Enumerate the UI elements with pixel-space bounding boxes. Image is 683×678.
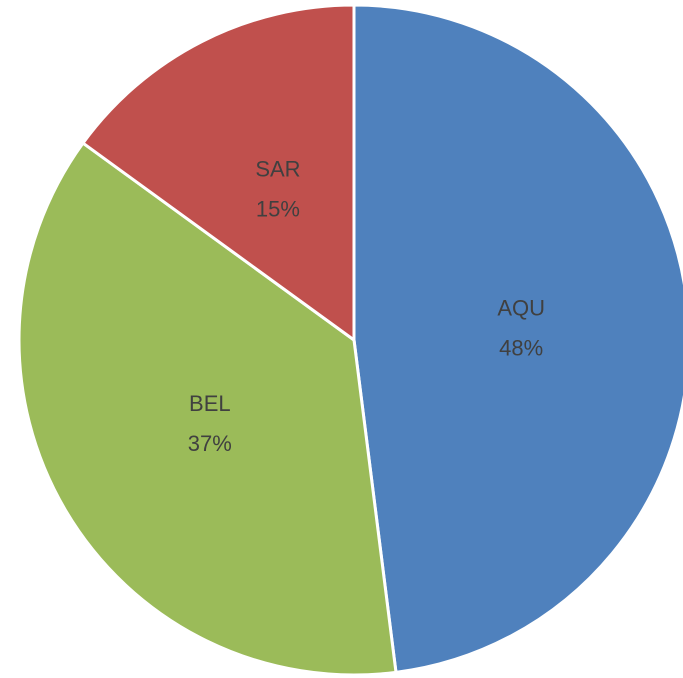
- slice-category-label: AQU: [497, 295, 545, 320]
- slice-value-label: 48%: [499, 335, 543, 360]
- pie-slice: [352, 3, 683, 674]
- slice-value-label: 15%: [256, 197, 300, 222]
- slice-category-label: SAR: [255, 157, 300, 182]
- pie-slice: [81, 3, 356, 342]
- slice-value-label: 37%: [188, 431, 232, 456]
- pie-slice: [17, 141, 398, 677]
- slice-category-label: BEL: [189, 391, 231, 416]
